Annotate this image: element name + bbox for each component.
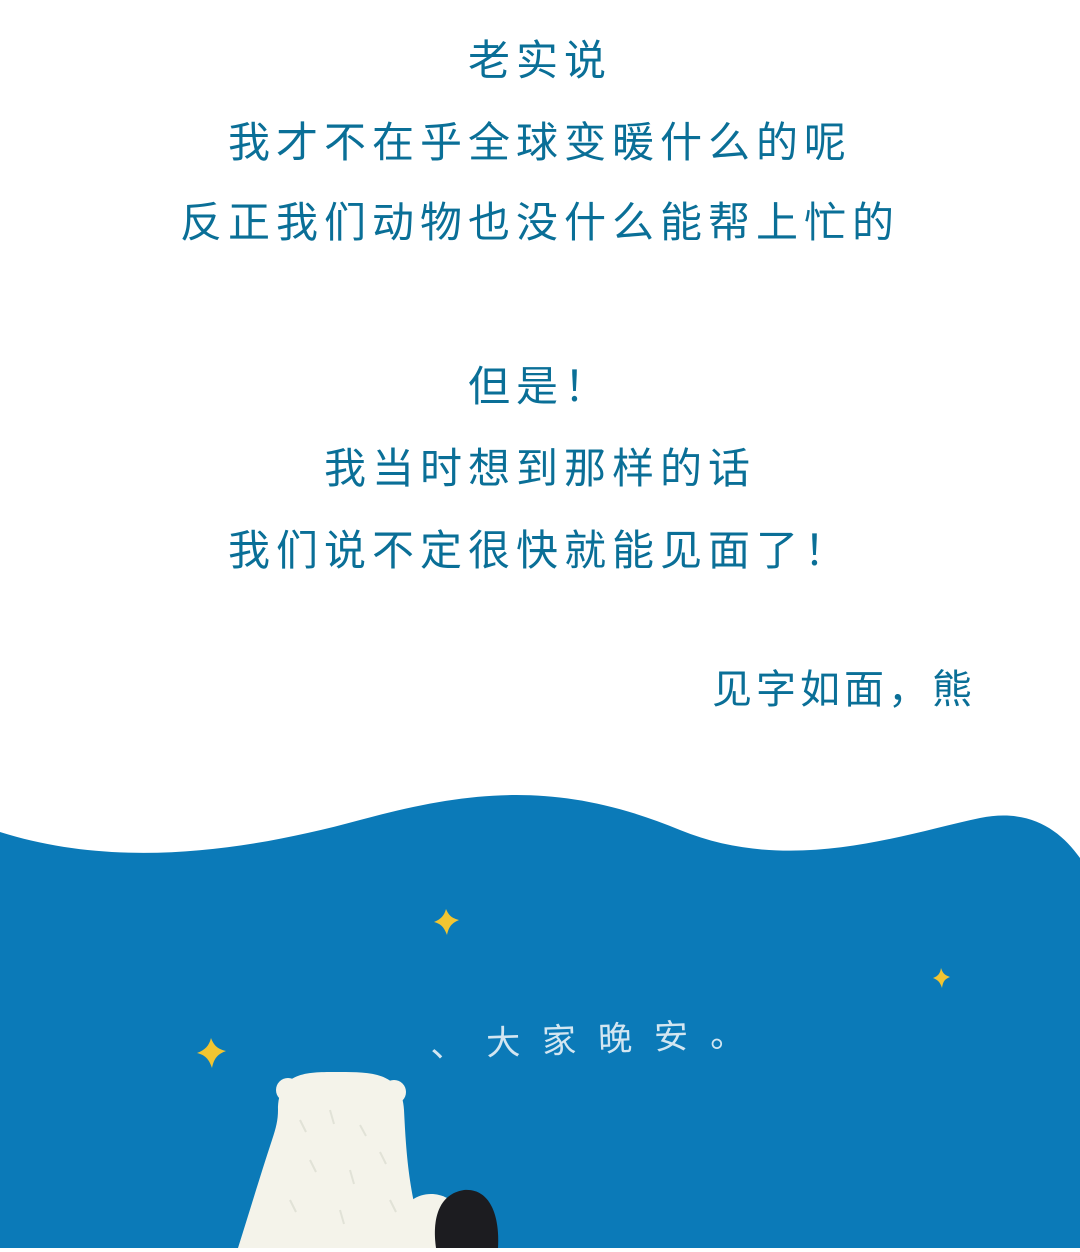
- sea-wave-background: [0, 795, 1080, 1248]
- star-icon: [933, 968, 950, 988]
- letter-line-6: 我们说不定很快就能见面了！: [227, 526, 852, 575]
- letter-line-3: 反正我们动物也没什么能帮上忙的: [179, 198, 900, 247]
- night-sea-illustration: 、大家晚安。: [0, 780, 1080, 1248]
- star-icon: [197, 1038, 226, 1068]
- letter-line-5: 我当时想到那样的话: [323, 444, 756, 493]
- letter-signature: 见字如面，熊: [712, 667, 976, 713]
- letter-line-4: 但是！: [467, 362, 612, 411]
- star-icon: [434, 909, 459, 935]
- letter-line-2: 我才不在乎全球变暖什么的呢: [227, 118, 852, 167]
- letter-line-1: 老实说: [467, 36, 612, 85]
- penguin-illustration: [434, 1189, 499, 1248]
